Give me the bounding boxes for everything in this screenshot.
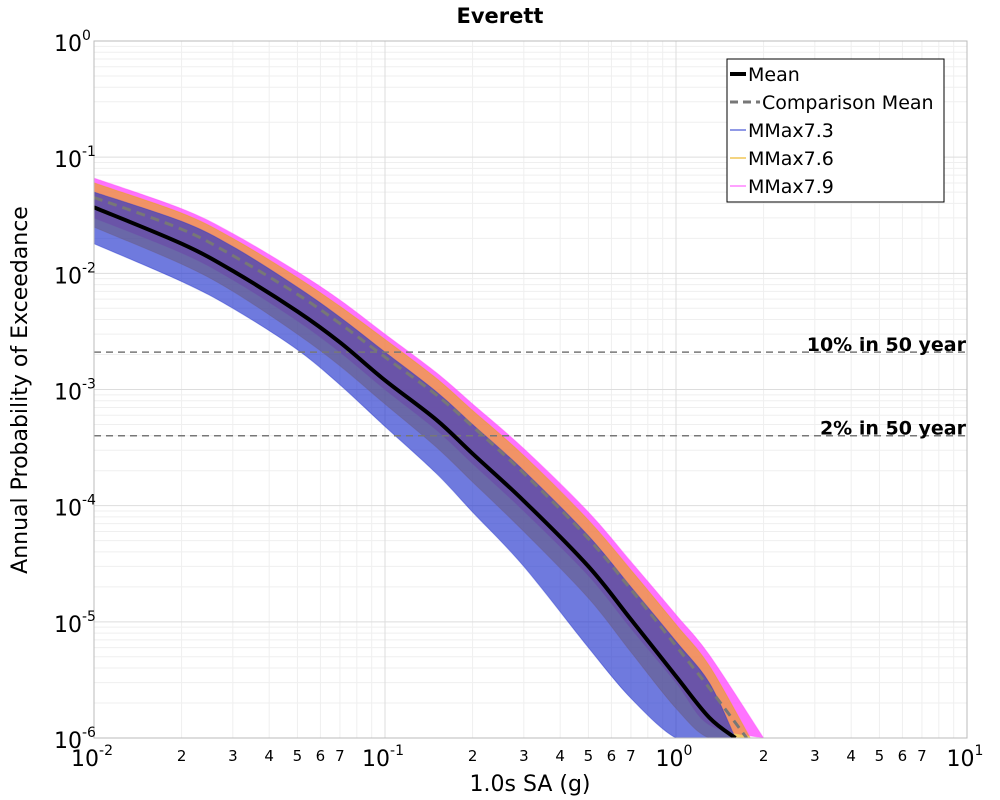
legend-label-mean: Mean bbox=[748, 64, 800, 86]
legend-box bbox=[726, 58, 945, 203]
y-tick-label-6: 10-6 bbox=[54, 725, 96, 754]
x-minor-tick-label: 5 bbox=[875, 747, 885, 765]
x-minor-tick-label: 4 bbox=[264, 747, 274, 765]
legend-label-mmax79: MMax7.9 bbox=[748, 176, 834, 198]
y-tick-label-0: 100 bbox=[54, 28, 91, 57]
x-tick-label-3: 101 bbox=[947, 743, 984, 772]
x-minor-tick-label: 2 bbox=[177, 747, 187, 765]
x-tick-label-1: 10-1 bbox=[362, 743, 404, 772]
series-lines bbox=[94, 196, 748, 738]
reference-line-label-1: 2% in 50 year bbox=[820, 418, 967, 440]
x-minor-tick-label: 3 bbox=[228, 747, 238, 765]
y-tick-label-1: 10-1 bbox=[54, 144, 96, 173]
x-minor-tick-label: 6 bbox=[607, 747, 617, 765]
chart-title: Everett bbox=[457, 4, 544, 28]
x-minor-tick-label: 6 bbox=[316, 747, 326, 765]
x-axis-label: 1.0s SA (g) bbox=[470, 772, 591, 797]
legend: Mean Comparison Mean MMax7.3 MMax7.6 MMa… bbox=[726, 58, 945, 203]
x-minor-tick-label: 5 bbox=[584, 747, 594, 765]
legend-label-mmax73: MMax7.3 bbox=[748, 120, 834, 142]
x-minor-tick-label: 3 bbox=[810, 747, 820, 765]
x-minor-tick-label: 7 bbox=[626, 747, 636, 765]
y-tick-label-5: 10-5 bbox=[54, 609, 96, 638]
x-minor-tick-label: 6 bbox=[898, 747, 908, 765]
x-minor-tick-label: 4 bbox=[555, 747, 565, 765]
reference-lines: 10% in 50 year 2% in 50 year bbox=[94, 334, 967, 440]
line-comparison-mean bbox=[94, 196, 748, 738]
x-minor-tick-label: 7 bbox=[917, 747, 927, 765]
band-mmax73 bbox=[94, 191, 736, 738]
x-minor-tick-label: 4 bbox=[846, 747, 856, 765]
x-minor-tick-label: 2 bbox=[468, 747, 478, 765]
legend-label-mmax76: MMax7.6 bbox=[748, 148, 834, 170]
plot-frame bbox=[93, 40, 968, 739]
x-minor-tick-label: 5 bbox=[293, 747, 303, 765]
x-minor-tick-label: 2 bbox=[759, 747, 769, 765]
legend-label-comparison-mean: Comparison Mean bbox=[762, 92, 934, 114]
y-axis-ticks: 100 10-1 10-2 10-3 10-4 10-5 10-6 bbox=[54, 28, 96, 754]
y-tick-label-4: 10-4 bbox=[54, 493, 96, 522]
y-tick-label-2: 10-2 bbox=[54, 260, 96, 289]
x-minor-tick-label: 7 bbox=[335, 747, 345, 765]
x-tick-label-2: 100 bbox=[656, 743, 693, 772]
x-minor-tick-label: 3 bbox=[519, 747, 529, 765]
y-tick-label-3: 10-3 bbox=[54, 377, 96, 406]
line-mean bbox=[94, 205, 737, 738]
y-axis-label: Annual Probability of Exceedance bbox=[8, 206, 33, 574]
reference-line-label-0: 10% in 50 year bbox=[807, 334, 967, 356]
x-tick-label-0: 10-2 bbox=[71, 743, 113, 772]
